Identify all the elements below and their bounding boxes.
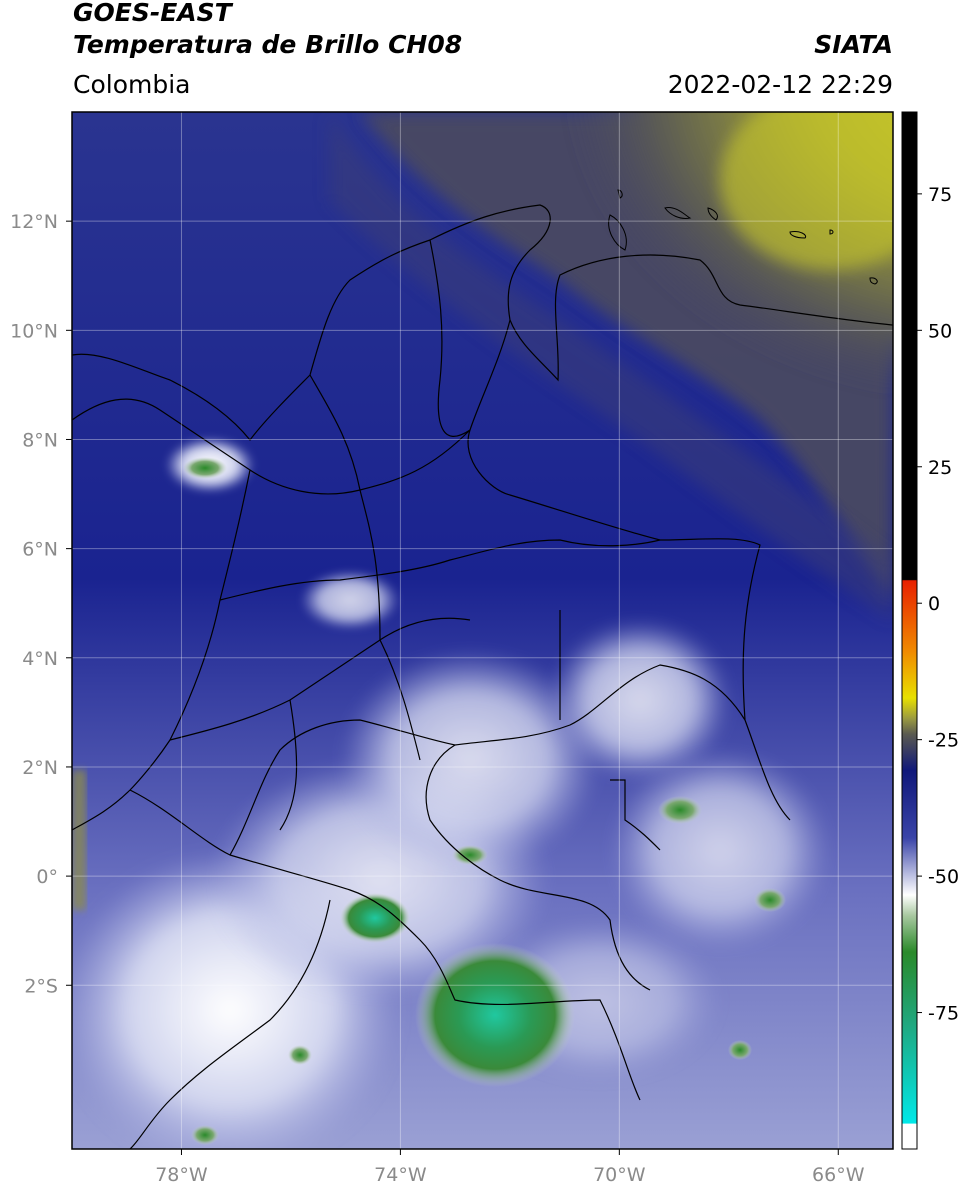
colorbar-tick-label-0: 75: [928, 184, 952, 206]
lat-tick-label-1: 10°N: [10, 320, 58, 342]
lat-tick-label-7: 2°S: [24, 975, 58, 997]
lon-tick-label-2: 70°W: [593, 1164, 646, 1186]
colorbar-frame: [901, 111, 918, 1150]
islands: [608, 189, 878, 285]
lon-tick-label-1: 74°W: [374, 1164, 427, 1186]
latitude-axis: 12°N 10°N 8°N 6°N 4°N 2°N 0° 2°S: [10, 211, 72, 997]
colorbar-tick-label-2: 25: [928, 457, 952, 479]
satellite-image: [72, 112, 893, 1149]
gridlines: [72, 112, 893, 1149]
organization-label: SIATA: [814, 30, 893, 59]
colorbar-axis: 75 50 25 0 -25 -50 -75: [917, 184, 959, 1025]
colorbar-tick-label-1: 50: [928, 320, 952, 342]
lat-tick-label-2: 8°N: [22, 429, 58, 451]
colorbar: [902, 112, 917, 1149]
lon-tick-label-3: 66°W: [812, 1164, 865, 1186]
lat-tick-label-5: 2°N: [22, 757, 58, 779]
lat-tick-label-4: 4°N: [22, 648, 58, 670]
lon-tick-label-0: 78°W: [155, 1164, 208, 1186]
country-borders: [72, 204, 893, 1149]
satellite-title: GOES-EAST: [73, 0, 232, 27]
timestamp-label: 2022-02-12 22:29: [667, 70, 893, 99]
lat-tick-label-3: 6°N: [22, 539, 58, 561]
map-frame: [71, 111, 894, 1150]
longitude-axis: 78°W 74°W 70°W 66°W: [155, 1149, 865, 1186]
lat-tick-label-0: 12°N: [10, 211, 58, 233]
colorbar-tick-label-3: 0: [928, 593, 940, 615]
lat-tick-label-6: 0°: [36, 866, 58, 888]
product-title: Temperatura de Brillo CH08: [73, 30, 463, 59]
region-label: Colombia: [73, 70, 191, 99]
colorbar-tick-label-5: -50: [928, 866, 959, 888]
colorbar-tick-label-6: -75: [928, 1003, 959, 1025]
colorbar-tick-label-4: -25: [928, 730, 959, 752]
